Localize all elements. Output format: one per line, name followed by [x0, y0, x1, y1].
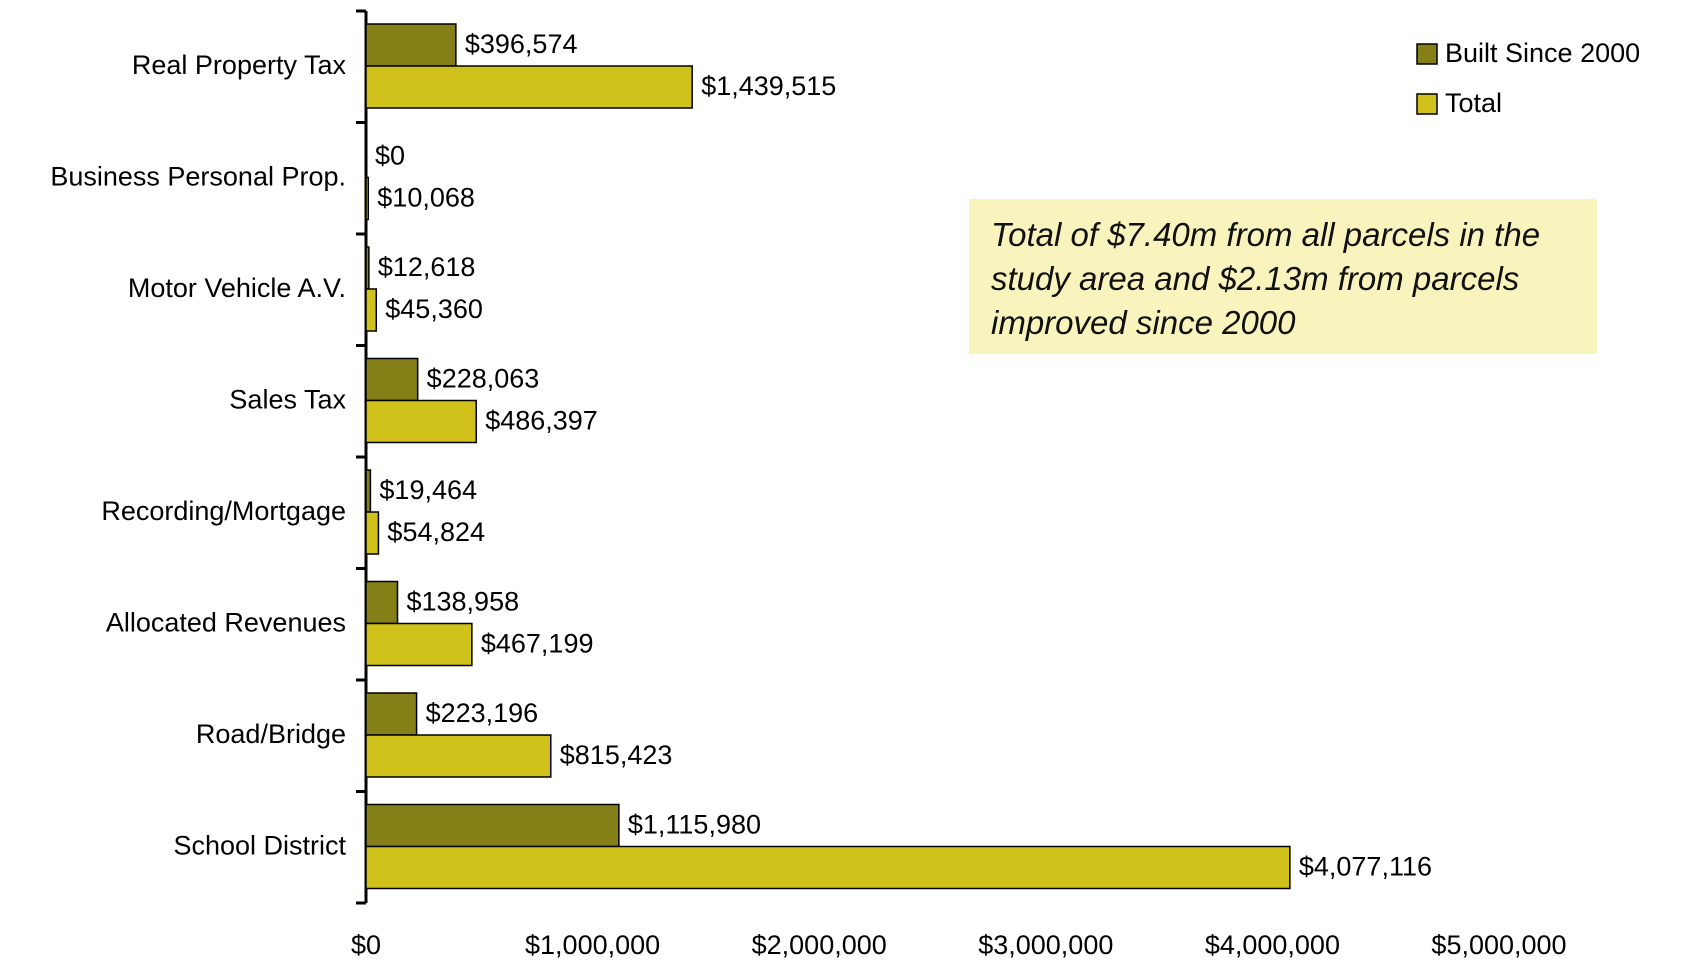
data-label: $228,063: [427, 364, 540, 394]
x-tick-label: $0: [351, 930, 381, 960]
y-tick-label: Real Property Tax: [132, 50, 347, 80]
bar: [365, 357, 419, 402]
bar: [365, 23, 457, 67]
data-label: $45,360: [385, 294, 483, 324]
data-label: $19,464: [379, 475, 477, 505]
bar: [365, 469, 372, 513]
data-label: $223,196: [426, 698, 539, 728]
y-tick-label: Allocated Revenues: [106, 607, 346, 637]
data-label: $0: [375, 141, 405, 171]
bar: [365, 399, 477, 444]
x-tick-label: $2,000,000: [752, 930, 887, 960]
data-label: $1,115,980: [628, 810, 761, 840]
data-label: $486,397: [485, 406, 598, 436]
bar: [365, 692, 418, 736]
data-label: $467,199: [481, 629, 594, 659]
legend-swatch: [1416, 43, 1438, 65]
data-label: $815,423: [560, 740, 673, 770]
bar: [365, 580, 399, 625]
data-label: $396,574: [465, 29, 578, 59]
data-label: $54,824: [387, 517, 485, 547]
bar: [365, 511, 380, 555]
data-label: $4,077,116: [1299, 852, 1432, 882]
y-tick-label: Motor Vehicle A.V.: [128, 273, 346, 303]
x-tick-label: $4,000,000: [1205, 930, 1340, 960]
y-tick-label: Business Personal Prop.: [50, 161, 346, 191]
bar: [365, 65, 693, 109]
bar: [365, 803, 620, 848]
x-tick-label: $3,000,000: [978, 930, 1113, 960]
data-label: $12,618: [378, 252, 476, 282]
y-tick-label: School District: [173, 830, 346, 860]
bar: [365, 176, 370, 221]
data-label: $138,958: [406, 587, 519, 617]
legend-label: Total: [1445, 88, 1502, 118]
legend-label: Built Since 2000: [1445, 38, 1640, 68]
x-tick-label: $5,000,000: [1431, 930, 1566, 960]
bar: [365, 288, 378, 332]
bar: [365, 734, 552, 778]
data-label: $1,439,515: [701, 71, 836, 101]
annotation: Total of $7.40m from all parcels in the …: [969, 199, 1597, 354]
y-tick-label: Recording/Mortgage: [101, 496, 346, 526]
y-tick-label: Road/Bridge: [196, 719, 346, 749]
data-label: $10,068: [377, 183, 475, 213]
bar: [365, 845, 1291, 890]
x-tick-label: $1,000,000: [525, 930, 660, 960]
y-tick-label: Sales Tax: [229, 384, 346, 414]
bar: [365, 622, 473, 667]
legend-swatch: [1416, 93, 1438, 115]
bar: [365, 246, 370, 290]
